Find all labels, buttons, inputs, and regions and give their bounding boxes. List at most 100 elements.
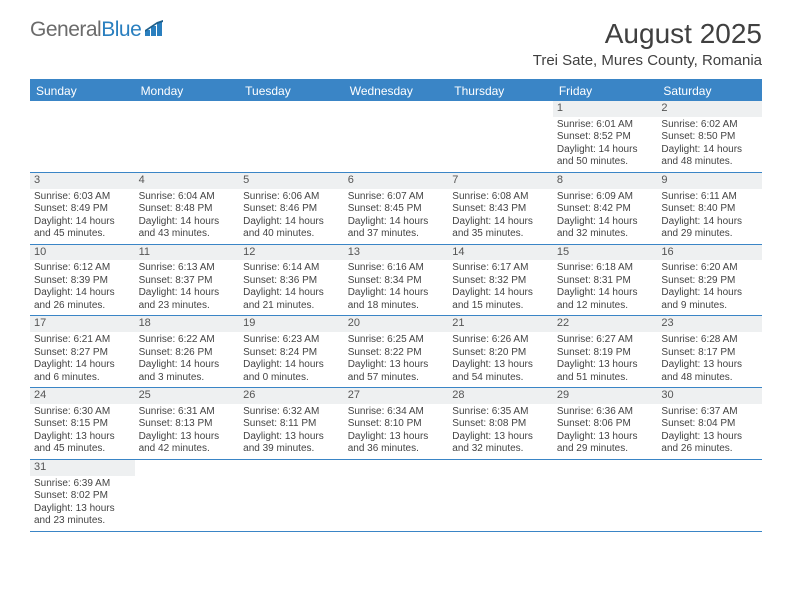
day-cell: 2Sunrise: 6:02 AMSunset: 8:50 PMDaylight… [657, 101, 762, 172]
sunrise-text: Sunrise: 6:30 AM [34, 406, 131, 419]
sunrise-text: Sunrise: 6:23 AM [243, 334, 340, 347]
sunset-text: Sunset: 8:45 PM [348, 203, 445, 216]
sunrise-text: Sunrise: 6:01 AM [557, 119, 654, 132]
daylight-text: and 29 minutes. [661, 228, 758, 241]
daylight-text: Daylight: 14 hours [34, 359, 131, 372]
day-body: Sunrise: 6:28 AMSunset: 8:17 PMDaylight:… [657, 332, 762, 387]
daylight-text: Daylight: 14 hours [348, 216, 445, 229]
daylight-text: Daylight: 14 hours [452, 216, 549, 229]
day-cell [135, 460, 240, 531]
day-cell: 24Sunrise: 6:30 AMSunset: 8:15 PMDayligh… [30, 388, 135, 459]
chart-icon [145, 18, 169, 42]
day-cell: 27Sunrise: 6:34 AMSunset: 8:10 PMDayligh… [344, 388, 449, 459]
daylight-text: and 51 minutes. [557, 372, 654, 385]
day-number [344, 101, 449, 117]
day-cell: 3Sunrise: 6:03 AMSunset: 8:49 PMDaylight… [30, 173, 135, 244]
daylight-text: Daylight: 14 hours [661, 144, 758, 157]
sunrise-text: Sunrise: 6:27 AM [557, 334, 654, 347]
sunset-text: Sunset: 8:48 PM [139, 203, 236, 216]
logo-text-2: Blue [101, 18, 141, 42]
day-number: 26 [239, 388, 344, 404]
day-cell: 19Sunrise: 6:23 AMSunset: 8:24 PMDayligh… [239, 316, 344, 387]
day-cell: 14Sunrise: 6:17 AMSunset: 8:32 PMDayligh… [448, 245, 553, 316]
daylight-text: and 54 minutes. [452, 372, 549, 385]
sunset-text: Sunset: 8:15 PM [34, 418, 131, 431]
day-number [135, 101, 240, 117]
day-cell: 31Sunrise: 6:39 AMSunset: 8:02 PMDayligh… [30, 460, 135, 531]
sunrise-text: Sunrise: 6:13 AM [139, 262, 236, 275]
day-number [553, 460, 658, 476]
day-cell: 30Sunrise: 6:37 AMSunset: 8:04 PMDayligh… [657, 388, 762, 459]
daylight-text: and 42 minutes. [139, 443, 236, 456]
day-number [448, 101, 553, 117]
daylight-text: and 26 minutes. [661, 443, 758, 456]
day-cell: 21Sunrise: 6:26 AMSunset: 8:20 PMDayligh… [448, 316, 553, 387]
sunset-text: Sunset: 8:02 PM [34, 490, 131, 503]
day-number: 8 [553, 173, 658, 189]
sunrise-text: Sunrise: 6:32 AM [243, 406, 340, 419]
day-number [239, 460, 344, 476]
day-cell: 1Sunrise: 6:01 AMSunset: 8:52 PMDaylight… [553, 101, 658, 172]
sunset-text: Sunset: 8:40 PM [661, 203, 758, 216]
title-block: August 2025 Trei Sate, Mures County, Rom… [533, 18, 762, 69]
daylight-text: and 26 minutes. [34, 300, 131, 313]
day-number: 1 [553, 101, 658, 117]
day-body: Sunrise: 6:20 AMSunset: 8:29 PMDaylight:… [657, 260, 762, 315]
day-number: 13 [344, 245, 449, 261]
day-number [135, 460, 240, 476]
daylight-text: and 21 minutes. [243, 300, 340, 313]
day-body: Sunrise: 6:02 AMSunset: 8:50 PMDaylight:… [657, 117, 762, 172]
day-cell: 5Sunrise: 6:06 AMSunset: 8:46 PMDaylight… [239, 173, 344, 244]
sunrise-text: Sunrise: 6:12 AM [34, 262, 131, 275]
day-number: 23 [657, 316, 762, 332]
day-header: Wednesday [344, 81, 449, 101]
day-number: 18 [135, 316, 240, 332]
day-body: Sunrise: 6:18 AMSunset: 8:31 PMDaylight:… [553, 260, 658, 315]
day-number: 7 [448, 173, 553, 189]
daylight-text: Daylight: 14 hours [661, 287, 758, 300]
sunset-text: Sunset: 8:34 PM [348, 275, 445, 288]
day-header: Monday [135, 81, 240, 101]
day-cell: 29Sunrise: 6:36 AMSunset: 8:06 PMDayligh… [553, 388, 658, 459]
logo-text-1: General [30, 18, 101, 42]
day-body: Sunrise: 6:23 AMSunset: 8:24 PMDaylight:… [239, 332, 344, 387]
sunset-text: Sunset: 8:32 PM [452, 275, 549, 288]
day-cell: 23Sunrise: 6:28 AMSunset: 8:17 PMDayligh… [657, 316, 762, 387]
daylight-text: Daylight: 14 hours [34, 287, 131, 300]
day-cell: 28Sunrise: 6:35 AMSunset: 8:08 PMDayligh… [448, 388, 553, 459]
day-cell: 18Sunrise: 6:22 AMSunset: 8:26 PMDayligh… [135, 316, 240, 387]
month-title: August 2025 [533, 18, 762, 50]
sunrise-text: Sunrise: 6:34 AM [348, 406, 445, 419]
day-number: 29 [553, 388, 658, 404]
sunset-text: Sunset: 8:26 PM [139, 347, 236, 360]
sunrise-text: Sunrise: 6:17 AM [452, 262, 549, 275]
day-body: Sunrise: 6:04 AMSunset: 8:48 PMDaylight:… [135, 189, 240, 244]
daylight-text: and 43 minutes. [139, 228, 236, 241]
day-cell: 17Sunrise: 6:21 AMSunset: 8:27 PMDayligh… [30, 316, 135, 387]
daylight-text: Daylight: 14 hours [34, 216, 131, 229]
sunrise-text: Sunrise: 6:25 AM [348, 334, 445, 347]
daylight-text: and 32 minutes. [557, 228, 654, 241]
daylight-text: and 48 minutes. [661, 372, 758, 385]
day-number: 12 [239, 245, 344, 261]
day-cell: 26Sunrise: 6:32 AMSunset: 8:11 PMDayligh… [239, 388, 344, 459]
day-cell: 8Sunrise: 6:09 AMSunset: 8:42 PMDaylight… [553, 173, 658, 244]
daylight-text: and 29 minutes. [557, 443, 654, 456]
daylight-text: Daylight: 14 hours [243, 216, 340, 229]
week-row: 1Sunrise: 6:01 AMSunset: 8:52 PMDaylight… [30, 101, 762, 173]
daylight-text: Daylight: 13 hours [34, 503, 131, 516]
daylight-text: and 45 minutes. [34, 228, 131, 241]
day-number: 24 [30, 388, 135, 404]
header: GeneralBlue August 2025 Trei Sate, Mures… [0, 0, 792, 73]
sunrise-text: Sunrise: 6:31 AM [139, 406, 236, 419]
day-number: 4 [135, 173, 240, 189]
sunrise-text: Sunrise: 6:18 AM [557, 262, 654, 275]
daylight-text: Daylight: 13 hours [452, 431, 549, 444]
day-cell [448, 101, 553, 172]
sunset-text: Sunset: 8:50 PM [661, 131, 758, 144]
sunrise-text: Sunrise: 6:09 AM [557, 191, 654, 204]
day-cell [448, 460, 553, 531]
sunset-text: Sunset: 8:22 PM [348, 347, 445, 360]
day-body: Sunrise: 6:08 AMSunset: 8:43 PMDaylight:… [448, 189, 553, 244]
sunrise-text: Sunrise: 6:39 AM [34, 478, 131, 491]
